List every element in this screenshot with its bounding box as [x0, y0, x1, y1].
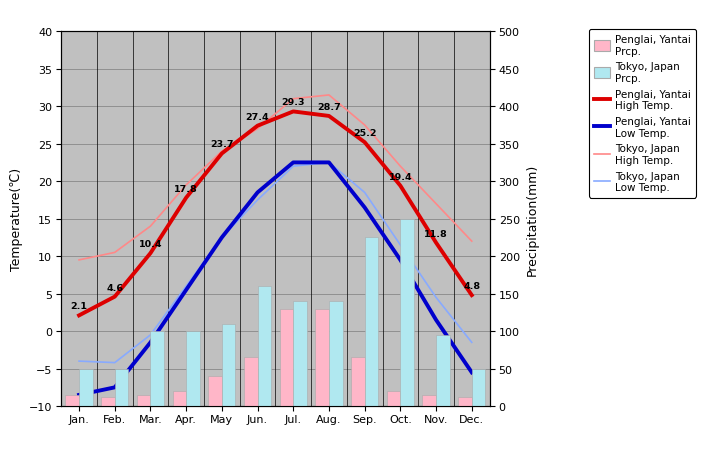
- Bar: [244, 358, 258, 406]
- Y-axis label: Precipitation(mm): Precipitation(mm): [526, 163, 539, 275]
- Bar: [458, 397, 472, 406]
- Bar: [79, 369, 93, 406]
- Text: 28.7: 28.7: [317, 103, 341, 112]
- Legend: Penglai, Yantai
Prcp., Tokyo, Japan
Prcp., Penglai, Yantai
High Temp., Penglai, : Penglai, Yantai Prcp., Tokyo, Japan Prcp…: [589, 30, 696, 198]
- Bar: [186, 331, 199, 406]
- Bar: [102, 397, 114, 406]
- Y-axis label: Temperature(℃): Temperature(℃): [10, 168, 23, 271]
- Text: 25.2: 25.2: [353, 129, 377, 138]
- Bar: [400, 219, 414, 406]
- Bar: [436, 335, 449, 406]
- Bar: [66, 395, 79, 406]
- Text: 27.4: 27.4: [246, 112, 269, 122]
- Bar: [150, 331, 164, 406]
- Bar: [114, 369, 128, 406]
- Bar: [222, 324, 235, 406]
- Bar: [258, 286, 271, 406]
- Text: 19.4: 19.4: [389, 172, 412, 181]
- Bar: [173, 391, 186, 406]
- Bar: [137, 395, 150, 406]
- Text: 2.1: 2.1: [71, 302, 88, 311]
- Text: 4.8: 4.8: [463, 281, 480, 291]
- Text: 4.6: 4.6: [107, 283, 123, 292]
- Bar: [329, 302, 343, 406]
- Bar: [315, 309, 329, 406]
- Bar: [351, 358, 364, 406]
- Bar: [293, 302, 307, 406]
- Bar: [364, 238, 378, 406]
- Text: 29.3: 29.3: [282, 98, 305, 107]
- Text: 23.7: 23.7: [210, 140, 233, 149]
- Text: 10.4: 10.4: [139, 240, 162, 249]
- Text: 11.8: 11.8: [424, 229, 448, 238]
- Bar: [208, 376, 222, 406]
- Bar: [387, 391, 400, 406]
- Bar: [279, 309, 293, 406]
- Bar: [423, 395, 436, 406]
- Bar: [472, 369, 485, 406]
- Text: 17.8: 17.8: [174, 185, 198, 193]
